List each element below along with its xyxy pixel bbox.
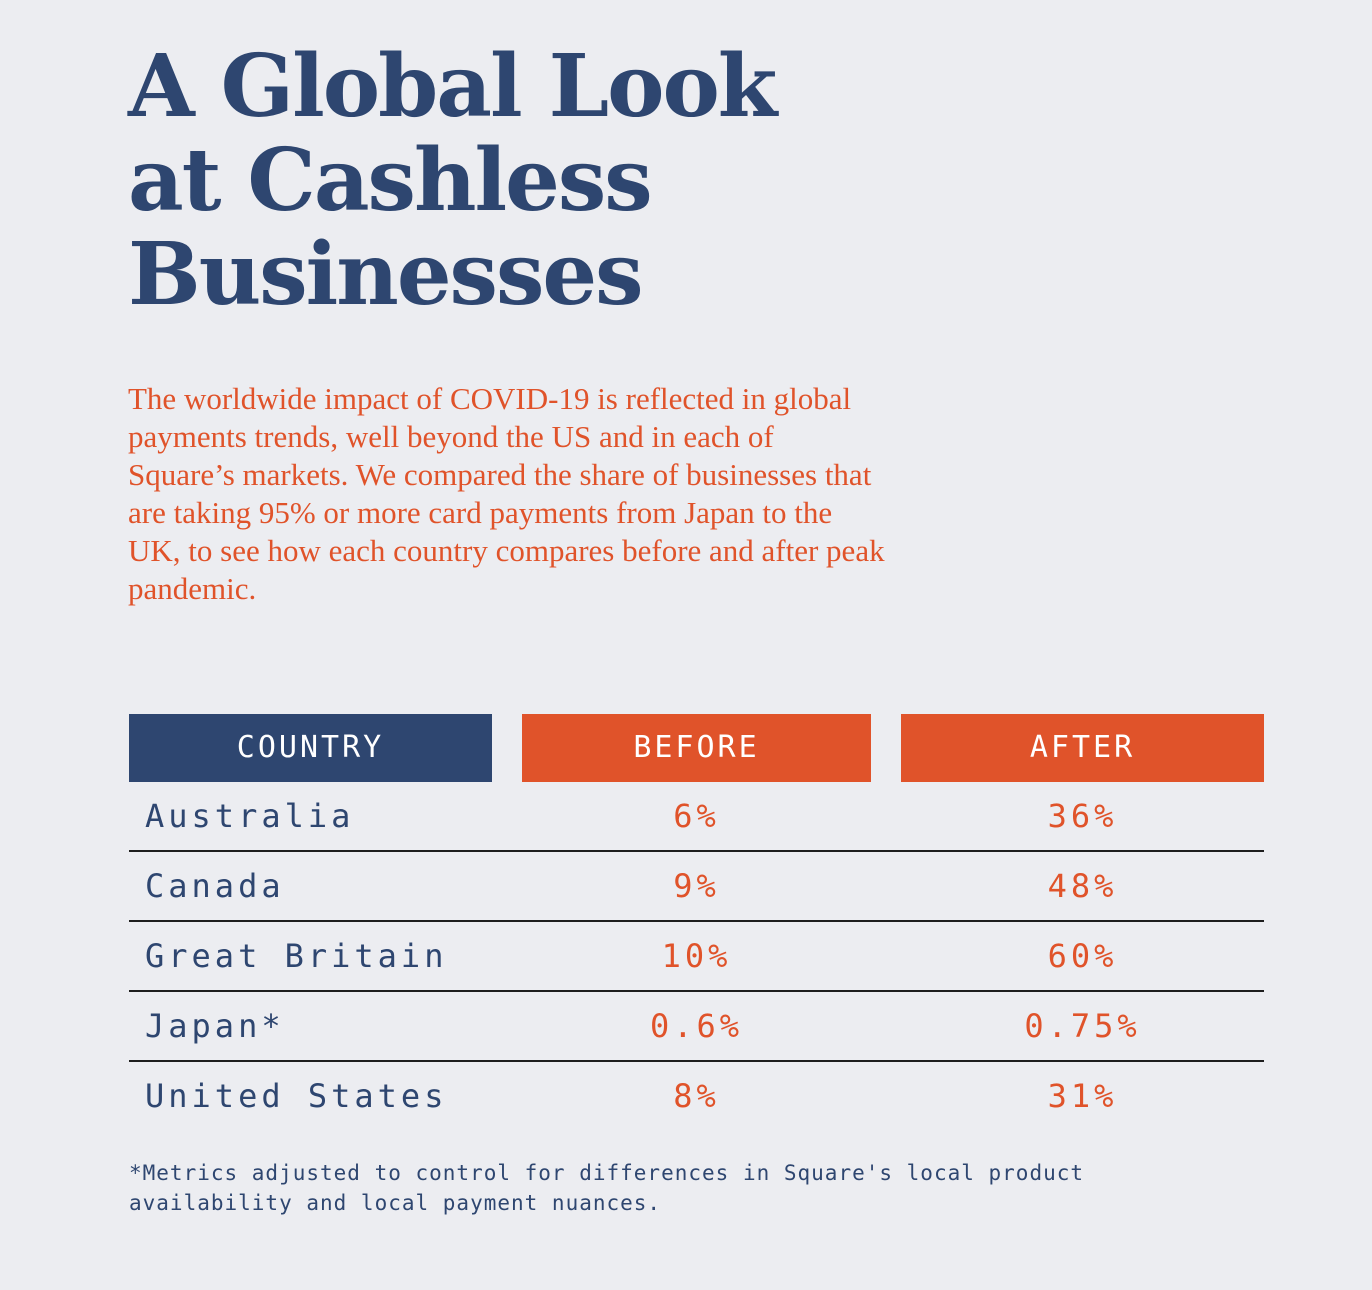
after-cell: 0.75% (1024, 1007, 1141, 1045)
before-cell: 6% (673, 797, 720, 835)
table-row: Japan* 0.6% 0.75% (129, 992, 1264, 1062)
after-cell: 60% (1047, 937, 1118, 975)
after-cell: 36% (1047, 797, 1118, 835)
country-cell: Japan* (145, 1007, 285, 1045)
before-cell: 0.6% (649, 1007, 744, 1045)
intro-paragraph: The worldwide impact of COVID-19 is refl… (128, 381, 885, 606)
table-row: Great Britain 10% 60% (129, 922, 1264, 992)
before-cell: 9% (673, 867, 720, 905)
after-cell: 48% (1047, 867, 1118, 905)
country-cell: Australia (145, 797, 355, 835)
table-header: COUNTRY BEFORE AFTER (129, 714, 1264, 782)
header-before: BEFORE (522, 714, 871, 782)
after-cell: 31% (1047, 1077, 1118, 1115)
before-cell: 8% (673, 1077, 720, 1115)
footnote: *Metrics adjusted to control for differe… (129, 1161, 1085, 1215)
cashless-table: COUNTRY BEFORE AFTER Australia 6% 36% Ca… (129, 714, 1264, 1132)
page-title: A Global Look at Cashless Businesses (128, 36, 777, 325)
country-cell: Canada (145, 867, 285, 905)
country-cell: United States (145, 1077, 448, 1115)
header-country: COUNTRY (129, 714, 492, 782)
before-cell: 10% (661, 937, 732, 975)
table-row: United States 8% 31% (129, 1062, 1264, 1132)
table-row: Canada 9% 48% (129, 852, 1264, 922)
table-row: Australia 6% 36% (129, 782, 1264, 852)
header-after: AFTER (901, 714, 1264, 782)
country-cell: Great Britain (145, 937, 448, 975)
